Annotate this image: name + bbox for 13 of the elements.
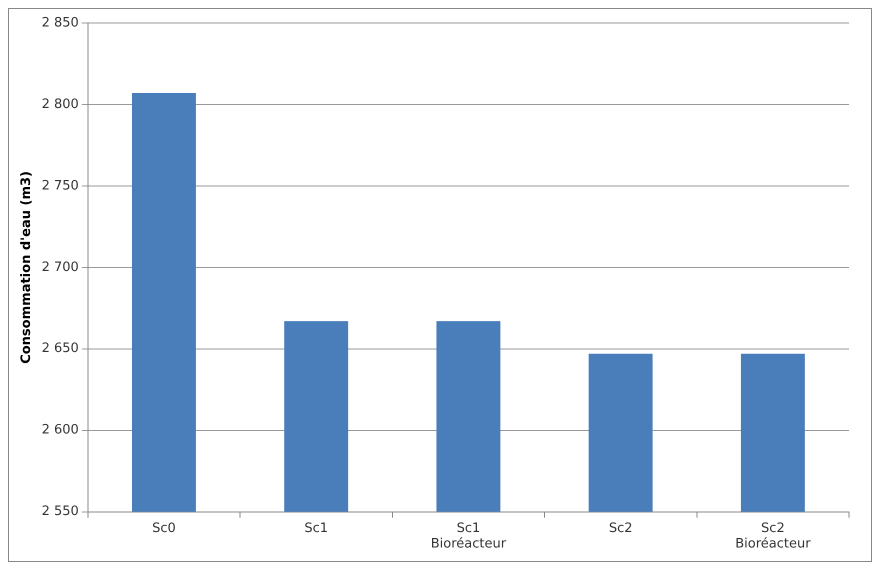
y-tick-label: 2 800: [42, 96, 79, 112]
y-tick-label: 2 850: [42, 15, 79, 30]
y-tick-label: 2 650: [42, 341, 79, 356]
x-tick-label: Sc1 Bioréacteur: [430, 520, 507, 552]
y-tick-label: 2 600: [42, 422, 79, 438]
y-axis-title: Consommation d'eau (m3): [19, 171, 34, 364]
x-tick-label: Sc2 Bioréacteur: [735, 520, 812, 552]
x-tick-label: Sc0: [152, 520, 176, 536]
y-tick-label: 2 750: [42, 178, 79, 194]
y-tick-label: 2 700: [42, 260, 79, 275]
x-tick-label: Sc1: [304, 520, 328, 536]
y-tick-label: 2 550: [42, 504, 79, 520]
x-tick-label: Sc2: [608, 520, 632, 536]
